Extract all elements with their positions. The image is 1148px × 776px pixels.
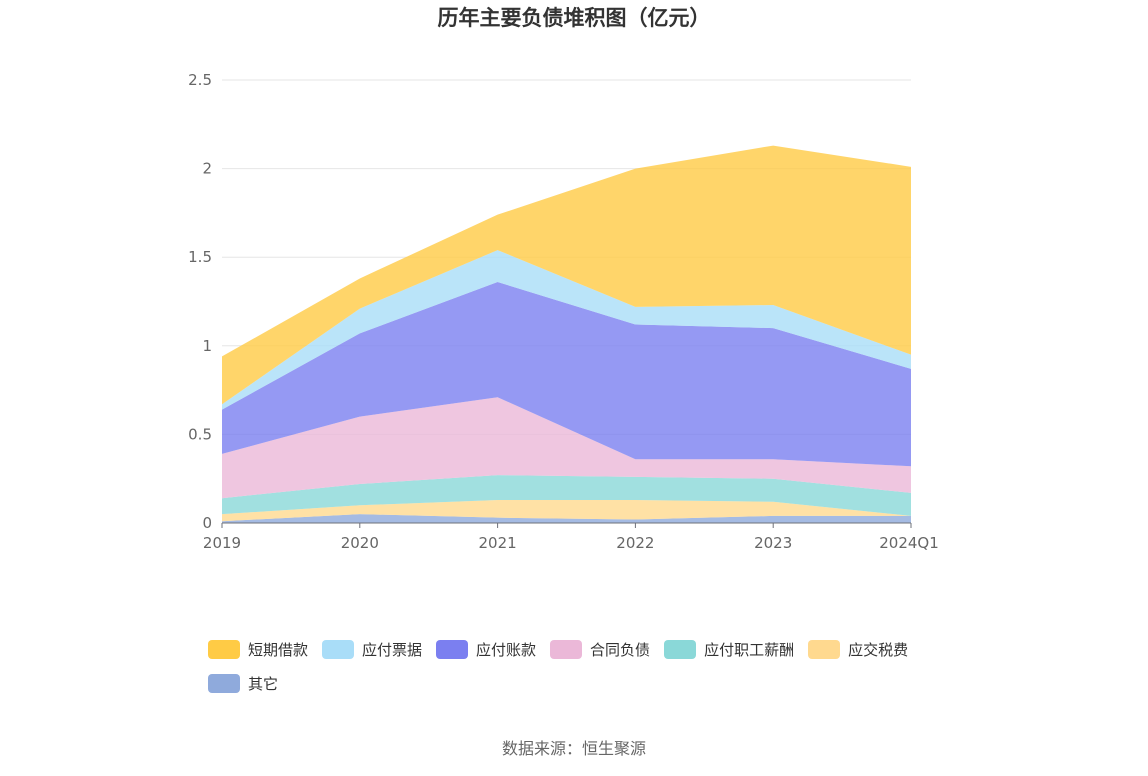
legend-swatch: [436, 639, 469, 659]
legend-item[interactable]: 合同负债: [550, 638, 650, 660]
chart-title: 历年主要负债堆积图（亿元）: [437, 6, 711, 30]
x-tick-label: 2024Q1: [879, 534, 939, 552]
y-tick-label: 1: [202, 337, 212, 355]
legend-item[interactable]: 应交税费: [808, 638, 908, 660]
legend-item[interactable]: 短期借款: [208, 638, 308, 660]
legend-item[interactable]: 其它: [208, 672, 278, 694]
y-tick-label: 0: [202, 514, 212, 532]
legend-swatch: [208, 639, 240, 659]
legend: 短期借款 应付票据 应付账款 合同负债 应付职工薪酬 应交税费其它: [208, 638, 968, 706]
stacked-area-chart: 0 0.5 1 1.5 2 2.5 2019 2020 2021 2022 2023 2024Q1: [188, 71, 939, 552]
area-series-应付账款: [222, 282, 911, 467]
axes: 0 0.5 1 1.5 2 2.5 2019 2020 2021 2022 2023 2024Q1: [188, 71, 939, 552]
y-tick-label: 1.5: [188, 248, 212, 266]
legend-swatch: [322, 639, 355, 659]
area-series-应付票据: [222, 250, 911, 410]
legend-item[interactable]: 应付职工薪酬: [664, 638, 794, 660]
y-tick-label: 2.5: [188, 71, 212, 89]
area-series: [222, 145, 911, 523]
area-series-合同负债: [222, 397, 911, 499]
x-tick-label: 2021: [479, 534, 517, 552]
x-tick-label: 2022: [616, 534, 654, 552]
x-tick-label: 2020: [341, 534, 379, 552]
legend-swatch: [664, 639, 697, 659]
legend-label: 合同负债: [590, 640, 651, 659]
legend-label: 应付职工薪酬: [704, 640, 795, 659]
area-series-其它: [222, 514, 911, 523]
legend-label: 其它: [248, 674, 279, 693]
legend-label: 短期借款: [248, 640, 309, 659]
x-tick-label: 2019: [203, 534, 241, 552]
legend-swatch: [208, 673, 240, 693]
area-series-短期借款: [222, 145, 911, 405]
legend-label: 应付票据: [362, 640, 423, 659]
x-tick-label: 2023: [754, 534, 792, 552]
y-tick-label: 0.5: [188, 425, 212, 443]
legend-item[interactable]: 应付账款: [436, 638, 536, 660]
area-series-应交税费: [222, 499, 911, 522]
legend-swatch: [808, 639, 841, 659]
legend-swatch: [550, 639, 583, 659]
legend-item[interactable]: 应付票据: [322, 638, 422, 660]
legend-label: 应付账款: [476, 640, 537, 659]
area-series-应付职工薪酬: [222, 475, 911, 516]
y-tick-label: 2: [202, 160, 212, 178]
legend-label: 应交税费: [848, 640, 909, 659]
data-source: 数据来源：恒生聚源: [501, 739, 646, 758]
